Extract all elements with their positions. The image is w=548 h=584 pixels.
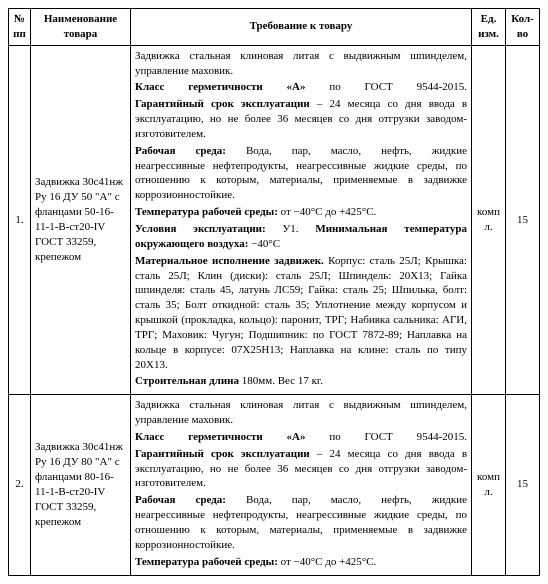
req-temp: Температура рабочей среды: от −40°C до +… [135,555,467,570]
req-env-rest: неагрессивные нефтепродукты, неагрессивн… [135,160,467,202]
row-qty: 15 [506,45,540,395]
req-material-text: Корпус: сталь 25Л; Крышка: сталь 25Л; Кл… [135,255,467,371]
req-temp-text: от −40°C до +425°C. [278,556,376,568]
row-index: 2. [9,395,31,575]
req-temp-label: Температура рабочей среды: [135,206,278,218]
req-class-grade: «А» [287,81,306,93]
req-mintemp-text: −40°C [248,238,280,250]
row-unit: компл. [472,45,506,395]
req-temp: Температура рабочей среды: от −40°C до +… [135,205,467,220]
row-qty: 15 [506,395,540,575]
req-cond-label: Условия эксплуатации: [135,223,266,235]
req-class-label: Класс герметичности [135,81,263,93]
req-class-std: ГОСТ 9544-2015. [365,431,467,443]
spec-table: № пп Наименование товара Требование к то… [8,8,540,576]
table-row: 1. Задвижка 30с41нж Ру 16 ДУ 50 "A" с фл… [9,45,540,395]
row-unit: компл. [472,395,506,575]
req-temp-text: от −40°C до +425°C. [278,206,376,218]
req-dimensions: Строительная длина 180мм. Вес 17 кг. [135,374,467,389]
req-env-lead: Вода, пар, масло, нефть, жидкие [226,145,467,157]
req-class-mid: по [329,431,340,443]
req-material-label: Материальное исполнение задвижек. [135,255,324,267]
header-qty: Кол-во [506,9,540,46]
req-class-label: Класс герметичности [135,431,263,443]
req-class-mid: по [329,81,340,93]
req-intro: Задвижка стальная клиновая литая с выдви… [135,49,467,79]
table-row: 2. Задвижка 30с41нж Ру 16 ДУ 80 "A" с фл… [9,395,540,575]
req-env-rest: неагрессивные нефтепродукты, неагрессивн… [135,509,467,551]
req-warranty-label: Гарантийный срок эксплуатации [135,448,310,460]
req-class-std: ГОСТ 9544-2015. [365,81,467,93]
req-class: Класс герметичности «А» по ГОСТ 9544-201… [135,80,467,95]
req-temp-label: Температура рабочей среды: [135,556,278,568]
header-req: Требование к товару [131,9,472,46]
req-warranty: Гарантийный срок эксплуатации – 24 месяц… [135,97,467,142]
header-row: № пп Наименование товара Требование к то… [9,9,540,46]
req-warranty-label: Гарантийный срок эксплуатации [135,98,310,110]
req-intro: Задвижка стальная клиновая литая с выдви… [135,398,467,428]
req-material: Материальное исполнение задвижек. Корпус… [135,254,467,373]
req-env-label: Рабочая среда: [135,145,226,157]
row-name: Задвижка 30с41нж Ру 16 ДУ 50 "A" с фланц… [31,45,131,395]
row-requirement: Задвижка стальная клиновая литая с выдви… [131,395,472,575]
req-class-grade: «А» [287,431,306,443]
req-warranty: Гарантийный срок эксплуатации – 24 месяц… [135,447,467,492]
req-env-label: Рабочая среда: [135,494,226,506]
req-dim-text: 180мм. Вес 17 кг. [239,375,323,387]
header-unit: Ед. изм. [472,9,506,46]
req-env: Рабочая среда: Вода, пар, масло, нефть, … [135,144,467,203]
req-cond-text: У1. [266,223,316,235]
row-name: Задвижка 30с41нж Ру 16 ДУ 80 "A" с фланц… [31,395,131,575]
header-idx: № пп [9,9,31,46]
row-requirement: Задвижка стальная клиновая литая с выдви… [131,45,472,395]
req-dim-label: Строительная длина [135,375,239,387]
row-index: 1. [9,45,31,395]
req-class: Класс герметичности «А» по ГОСТ 9544-201… [135,430,467,445]
req-env: Рабочая среда: Вода, пар, масло, нефть, … [135,493,467,552]
req-env-lead: Вода, пар, масло, нефть, жидкие [226,494,467,506]
header-name: Наименование товара [31,9,131,46]
req-cond: Условия эксплуатации: У1. Минимальная те… [135,222,467,252]
